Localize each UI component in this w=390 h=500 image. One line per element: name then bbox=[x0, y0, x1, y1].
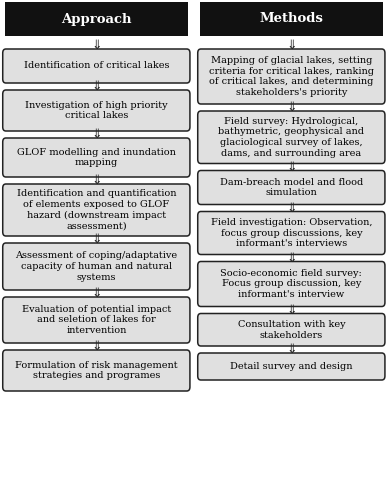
Text: Identification of critical lakes: Identification of critical lakes bbox=[23, 62, 169, 70]
FancyBboxPatch shape bbox=[198, 170, 385, 204]
Text: Dam-breach model and flood
simulation: Dam-breach model and flood simulation bbox=[220, 178, 363, 198]
Text: ⇓: ⇓ bbox=[286, 202, 296, 214]
Text: ⇓: ⇓ bbox=[91, 233, 101, 246]
FancyBboxPatch shape bbox=[3, 243, 190, 290]
FancyBboxPatch shape bbox=[198, 314, 385, 346]
Text: Consultation with key
stakeholders: Consultation with key stakeholders bbox=[238, 320, 345, 340]
FancyBboxPatch shape bbox=[3, 297, 190, 343]
Text: ⇓: ⇓ bbox=[286, 343, 296, 356]
FancyBboxPatch shape bbox=[3, 90, 190, 131]
Text: ⇓: ⇓ bbox=[286, 304, 296, 316]
FancyBboxPatch shape bbox=[200, 2, 383, 35]
Text: Formulation of risk management
strategies and programes: Formulation of risk management strategie… bbox=[15, 360, 177, 380]
FancyBboxPatch shape bbox=[198, 212, 385, 254]
Text: ⇓: ⇓ bbox=[91, 128, 101, 141]
Text: Assessment of coping/adaptative
capacity of human and natural
systems: Assessment of coping/adaptative capacity… bbox=[15, 251, 177, 282]
Text: ⇓: ⇓ bbox=[286, 160, 296, 173]
Text: ⇓: ⇓ bbox=[91, 340, 101, 353]
Text: Investigation of high priority
critical lakes: Investigation of high priority critical … bbox=[25, 100, 168, 120]
Text: Field survey: Hydrological,
bathymetric, geophysical and
glaciological survey of: Field survey: Hydrological, bathymetric,… bbox=[218, 116, 364, 158]
Text: Identification and quantification
of elements exposed to GLOF
hazard (downstream: Identification and quantification of ele… bbox=[17, 190, 176, 230]
Text: Detail survey and design: Detail survey and design bbox=[230, 362, 353, 371]
FancyBboxPatch shape bbox=[3, 49, 190, 83]
Text: Evaluation of potential impact
and seletion of lakes for
intervention: Evaluation of potential impact and selet… bbox=[22, 304, 171, 335]
FancyBboxPatch shape bbox=[3, 184, 190, 236]
FancyBboxPatch shape bbox=[198, 262, 385, 306]
FancyBboxPatch shape bbox=[198, 111, 385, 164]
Text: Approach: Approach bbox=[61, 12, 131, 26]
Text: ⇓: ⇓ bbox=[91, 39, 101, 52]
Text: ⇓: ⇓ bbox=[91, 80, 101, 93]
Text: Socio-economic field survey:
Focus group discussion, key
informant's interview: Socio-economic field survey: Focus group… bbox=[220, 269, 362, 299]
FancyBboxPatch shape bbox=[198, 49, 385, 104]
Text: ⇓: ⇓ bbox=[91, 287, 101, 300]
FancyBboxPatch shape bbox=[3, 350, 190, 391]
FancyBboxPatch shape bbox=[3, 138, 190, 177]
Text: ⇓: ⇓ bbox=[286, 101, 296, 114]
Text: ⇓: ⇓ bbox=[286, 252, 296, 264]
Text: Methods: Methods bbox=[259, 12, 323, 26]
Text: Mapping of glacial lakes, setting
criteria for critical lakes, ranking
of critic: Mapping of glacial lakes, setting criter… bbox=[209, 56, 374, 97]
FancyBboxPatch shape bbox=[198, 353, 385, 380]
Text: Field investigation: Observation,
focus group discussions, key
informant's inter: Field investigation: Observation, focus … bbox=[211, 218, 372, 248]
FancyBboxPatch shape bbox=[5, 2, 188, 35]
Text: ⇓: ⇓ bbox=[91, 174, 101, 187]
Text: GLOF modelling and inundation
mapping: GLOF modelling and inundation mapping bbox=[17, 148, 176, 168]
Text: ⇓: ⇓ bbox=[286, 39, 296, 52]
